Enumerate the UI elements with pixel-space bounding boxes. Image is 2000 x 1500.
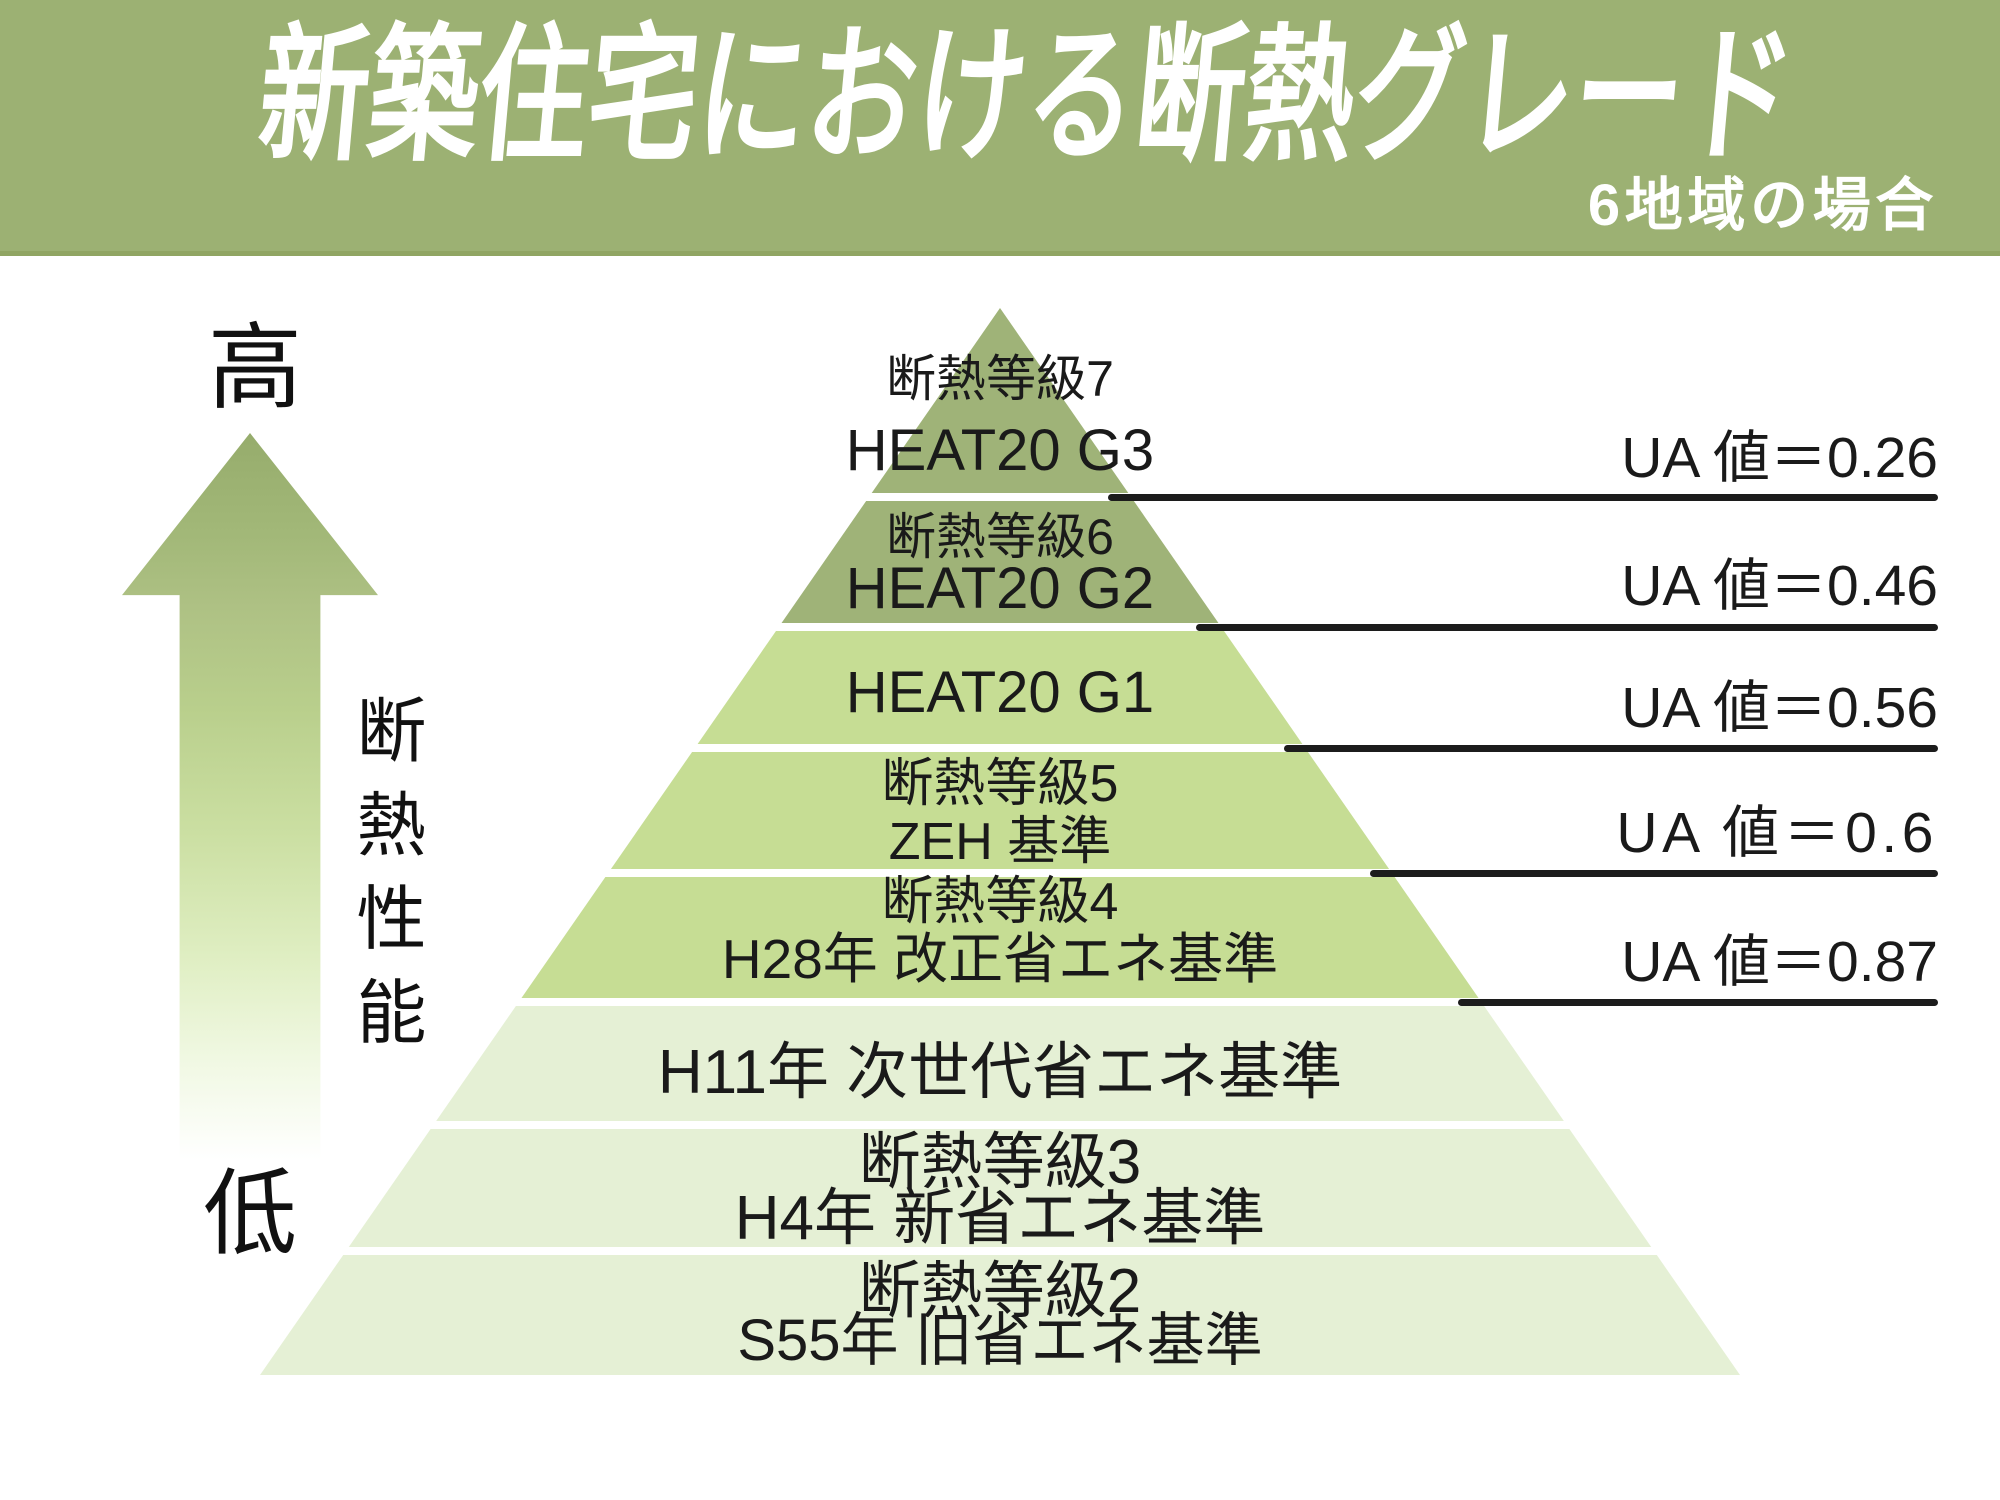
- level-label: 断熱等級2: [858, 1257, 1142, 1326]
- ua-value-label: UA 値＝0.87: [1621, 930, 1938, 994]
- level-label: HEAT20 G1: [845, 660, 1155, 725]
- level-band-3: [260, 1129, 1740, 1247]
- ua-callout-line: [1196, 624, 1938, 631]
- level-label: 断熱等級5: [881, 755, 1119, 813]
- insulation-pyramid: 断熱等級7 HEAT20 G3 断熱等級6 HEAT20 G2 HEAT20 G…: [260, 308, 1740, 1375]
- ua-value-label: UA 値＝0.46: [1621, 554, 1938, 618]
- level-label: S55年 旧省エネ基準: [737, 1308, 1263, 1373]
- level-band-2: [260, 1255, 1740, 1375]
- high-label: 高: [207, 315, 302, 420]
- ua-callout-line: [1370, 870, 1938, 877]
- level-label: 断熱等級4: [881, 873, 1119, 931]
- level-label: HEAT20 G3: [845, 418, 1155, 483]
- ua-callout-line: [1108, 494, 1938, 501]
- ua-value-label: UA 値＝0.56: [1621, 676, 1938, 740]
- low-label: 低: [202, 1161, 297, 1266]
- region-note: 6地域の場合: [1587, 173, 1938, 238]
- level-label: 断熱等級7: [886, 351, 1114, 407]
- ua-callout-line: [1284, 745, 1938, 752]
- level-label: HEAT20 G2: [845, 556, 1155, 621]
- performance-axis-label: 断熱性能: [347, 694, 425, 1070]
- ua-value-label: UA 値＝0.26: [1621, 426, 1938, 490]
- ua-value-label: UA 値＝0.6: [1616, 801, 1938, 865]
- level-label: 断熱等級6: [886, 509, 1114, 565]
- level-label: ZEH 基準: [888, 813, 1112, 871]
- header-banner: 新築住宅における断熱グレード 6地域の場合: [0, 0, 2000, 256]
- level-label: H28年 改正省エネ基準: [721, 928, 1279, 990]
- page-title: 新築住宅における断熱グレード: [252, 14, 1801, 179]
- level-label: 断熱等級3: [858, 1128, 1142, 1197]
- level-label: H11年 次世代省エネ基準: [657, 1038, 1343, 1107]
- level-band-h11: [260, 1006, 1740, 1121]
- level-label: H4年 新省エネ基準: [734, 1184, 1266, 1253]
- ua-callout-line: [1458, 999, 1938, 1006]
